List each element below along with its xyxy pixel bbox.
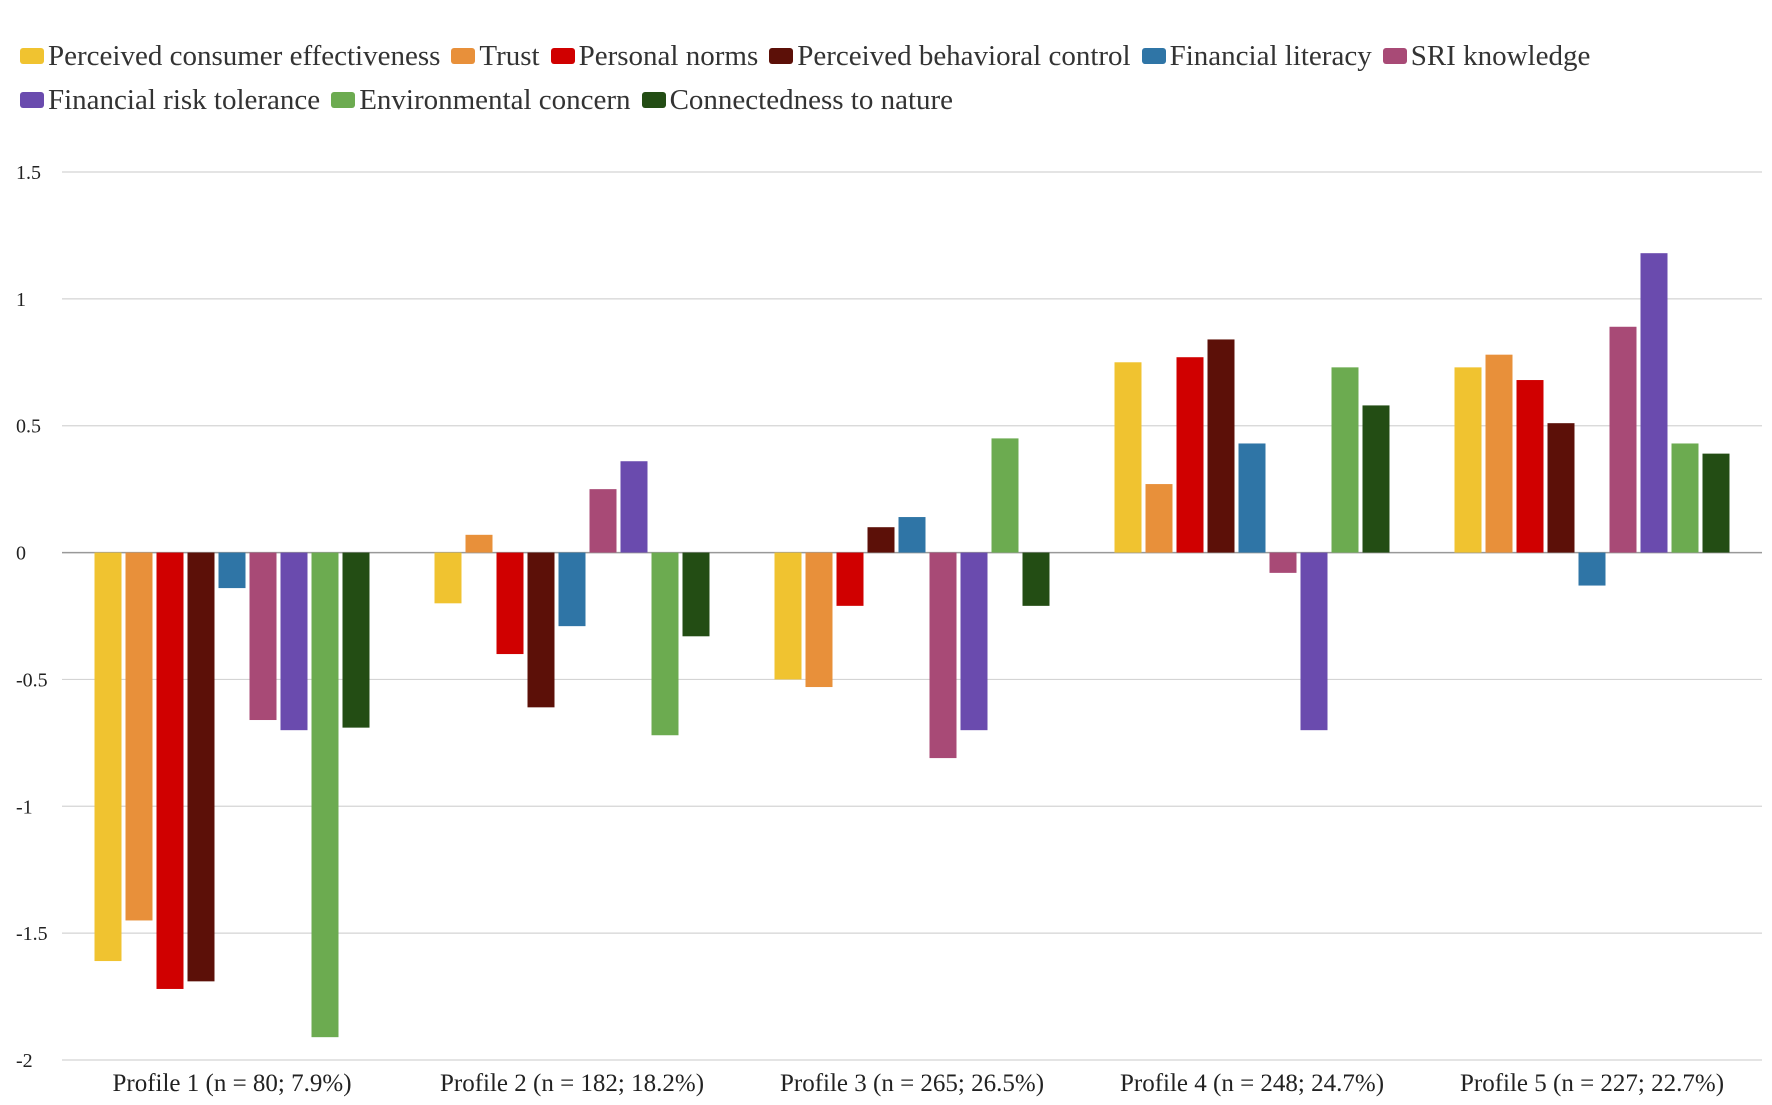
- bar: [311, 552, 339, 1038]
- legend-swatch: [331, 92, 356, 108]
- x-category-label: Profile 5 (n = 227; 22.7%): [1460, 1070, 1724, 1097]
- legend-item: Trust: [451, 39, 540, 73]
- bar: [1362, 405, 1390, 553]
- bar: [774, 552, 802, 680]
- x-category-label: Profile 4 (n = 248; 24.7%): [1120, 1070, 1384, 1097]
- chart-legend: Perceived consumer effectiveness Trust Per…: [20, 34, 1760, 122]
- bar: [867, 527, 895, 553]
- legend-item: SRI knowledge: [1382, 39, 1591, 73]
- bar: [1516, 380, 1544, 553]
- y-tick-label: -2: [16, 1050, 33, 1072]
- legend-label: Environmental concern: [359, 83, 631, 116]
- legend-label: Personal norms: [578, 39, 759, 72]
- bar: [558, 552, 586, 627]
- legend-swatch: [1141, 48, 1166, 64]
- legend-swatch: [20, 48, 44, 64]
- bar: [187, 552, 215, 982]
- bar: [620, 461, 648, 553]
- bar: [1022, 552, 1050, 606]
- y-tick-label: 1: [16, 289, 26, 311]
- bar: [991, 438, 1019, 553]
- bar: [1300, 552, 1328, 731]
- bar: [1640, 253, 1668, 553]
- bar: [1331, 367, 1359, 553]
- bar: [682, 552, 710, 637]
- bar: [218, 552, 246, 589]
- bar: [651, 552, 679, 736]
- bar: [1454, 367, 1482, 553]
- legend-item: Environmental concern: [331, 83, 631, 117]
- bar: [94, 552, 122, 962]
- legend-swatch: [1382, 48, 1407, 64]
- bar: [249, 552, 277, 721]
- x-category-label: Profile 1 (n = 80; 7.9%): [112, 1070, 351, 1097]
- bar: [1547, 423, 1575, 553]
- y-tick-label: -0.5: [16, 669, 48, 691]
- legend-item: Perceived behavioral control: [769, 39, 1131, 73]
- x-category-label: Profile 3 (n = 265; 26.5%): [780, 1070, 1044, 1097]
- legend-label: Perceived behavioral control: [797, 39, 1131, 72]
- bar: [929, 552, 957, 759]
- legend-label: Perceived consumer effectiveness: [48, 39, 441, 72]
- bar: [342, 552, 370, 728]
- bar: [898, 517, 926, 553]
- legend-item: Financial risk tolerance: [20, 84, 320, 117]
- legend-item: Perceived consumer effectiveness: [20, 40, 440, 73]
- bar: [1702, 453, 1730, 553]
- legend-swatch: [550, 48, 575, 64]
- x-category-label: Profile 2 (n = 182; 18.2%): [440, 1070, 704, 1097]
- y-tick-label: -1.5: [16, 923, 48, 945]
- bar: [496, 552, 524, 655]
- bar: [1671, 443, 1699, 553]
- legend-item: Personal norms: [550, 39, 759, 73]
- legend-label: Financial risk tolerance: [48, 83, 321, 116]
- bar: [589, 489, 617, 553]
- legend-item: Financial literacy: [1141, 39, 1372, 73]
- legend-item: Connectedness to nature: [641, 83, 954, 117]
- legend-label: Connectedness to nature: [669, 83, 954, 116]
- bar: [1238, 443, 1266, 553]
- bar: [1609, 326, 1637, 553]
- legend-swatch: [769, 48, 794, 64]
- bar: [1578, 552, 1606, 586]
- bar: [836, 552, 864, 606]
- legend-label: Trust: [479, 39, 540, 72]
- legend-label: SRI knowledge: [1410, 39, 1591, 72]
- legend-row: Financial risk tolerance Environmental co…: [20, 78, 1760, 122]
- y-tick-label: 1.5: [16, 162, 41, 184]
- legend-label: Financial literacy: [1169, 39, 1372, 72]
- bar: [527, 552, 555, 708]
- legend-row: Perceived consumer effectiveness Trust Per…: [20, 34, 1760, 78]
- legend-swatch: [20, 92, 44, 108]
- bar: [156, 552, 184, 989]
- y-tick-label: 0: [16, 543, 26, 565]
- bar: [1114, 362, 1142, 553]
- bar: [1485, 354, 1513, 553]
- bar: [960, 552, 988, 731]
- bar: [1207, 339, 1235, 553]
- y-tick-label: -1: [16, 796, 33, 818]
- y-tick-label: 0.5: [16, 416, 41, 438]
- legend-swatch: [451, 48, 476, 64]
- bar: [1145, 484, 1173, 553]
- bar: [280, 552, 308, 731]
- bar: [805, 552, 833, 688]
- bar: [465, 534, 493, 553]
- bar: [125, 552, 153, 921]
- bar: [1269, 552, 1297, 573]
- bar: [434, 552, 462, 604]
- bar: [1176, 357, 1204, 553]
- legend-swatch: [641, 92, 666, 108]
